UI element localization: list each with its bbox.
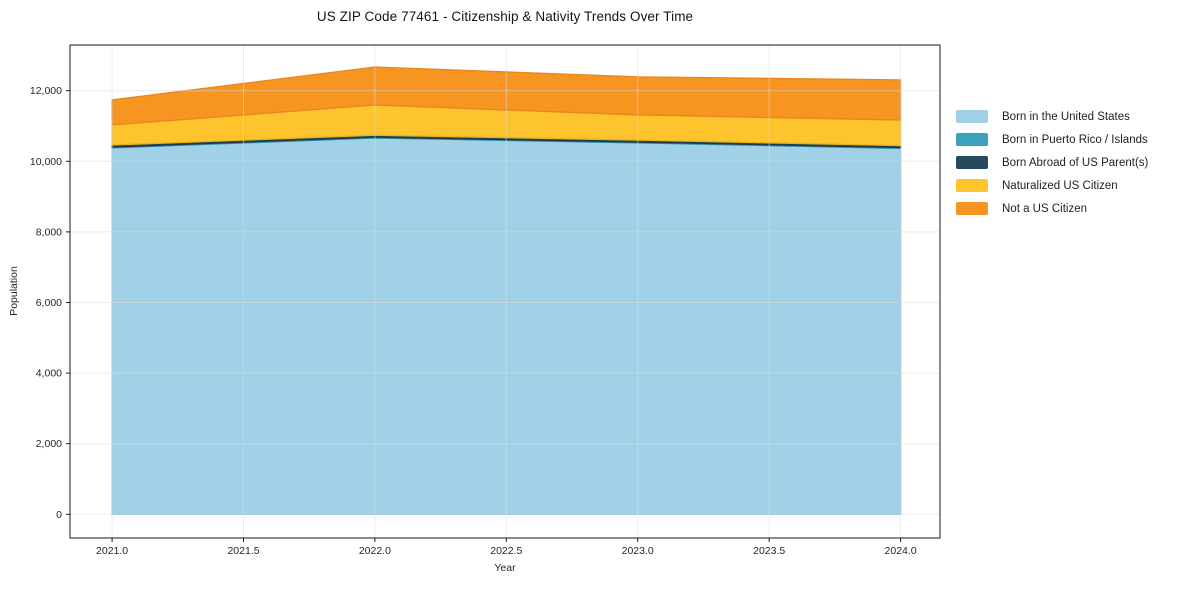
y-tick-label: 6,000	[36, 297, 62, 309]
x-tick-label: 2022.0	[359, 545, 391, 557]
x-tick-label: 2023.5	[753, 545, 785, 557]
legend-swatch-born-abroad	[956, 156, 988, 169]
legend: Born in the United States Born in Puerto…	[956, 105, 1148, 220]
chart-title: US ZIP Code 77461 - Citizenship & Nativi…	[316, 9, 694, 24]
y-tick-label: 2,000	[36, 438, 62, 450]
y-tick-label: 10,000	[30, 156, 62, 168]
legend-swatch-puerto-rico	[956, 133, 988, 146]
legend-item: Not a US Citizen	[956, 197, 1148, 220]
y-tick-label: 0	[56, 509, 62, 521]
legend-item: Naturalized US Citizen	[956, 174, 1148, 197]
legend-label: Born in the United States	[1002, 110, 1130, 123]
legend-label: Naturalized US Citizen	[1002, 179, 1118, 192]
legend-swatch-born-us	[956, 110, 988, 123]
legend-item: Born Abroad of US Parent(s)	[956, 151, 1148, 174]
y-axis-label: Population	[8, 266, 20, 316]
legend-item: Born in the United States	[956, 105, 1148, 128]
y-tick-label: 8,000	[36, 226, 62, 238]
y-tick-label: 4,000	[36, 368, 62, 380]
x-tick-label: 2022.5	[490, 545, 522, 557]
x-tick-label: 2021.0	[96, 545, 128, 557]
legend-label: Born Abroad of US Parent(s)	[1002, 156, 1149, 169]
x-tick-label: 2023.0	[622, 545, 654, 557]
y-tick-label: 12,000	[30, 85, 62, 97]
x-tick-label: 2021.5	[227, 545, 259, 557]
x-tick-label: 2024.0	[885, 545, 917, 557]
axis-frame	[69, 44, 941, 539]
legend-label: Not a US Citizen	[1002, 202, 1088, 215]
legend-swatch-naturalized	[956, 179, 988, 192]
legend-item: Born in Puerto Rico / Islands	[956, 128, 1148, 151]
legend-swatch-not-citizen	[956, 202, 988, 215]
legend-label: Born in Puerto Rico / Islands	[1002, 133, 1148, 146]
x-axis-label: Year	[494, 562, 516, 574]
